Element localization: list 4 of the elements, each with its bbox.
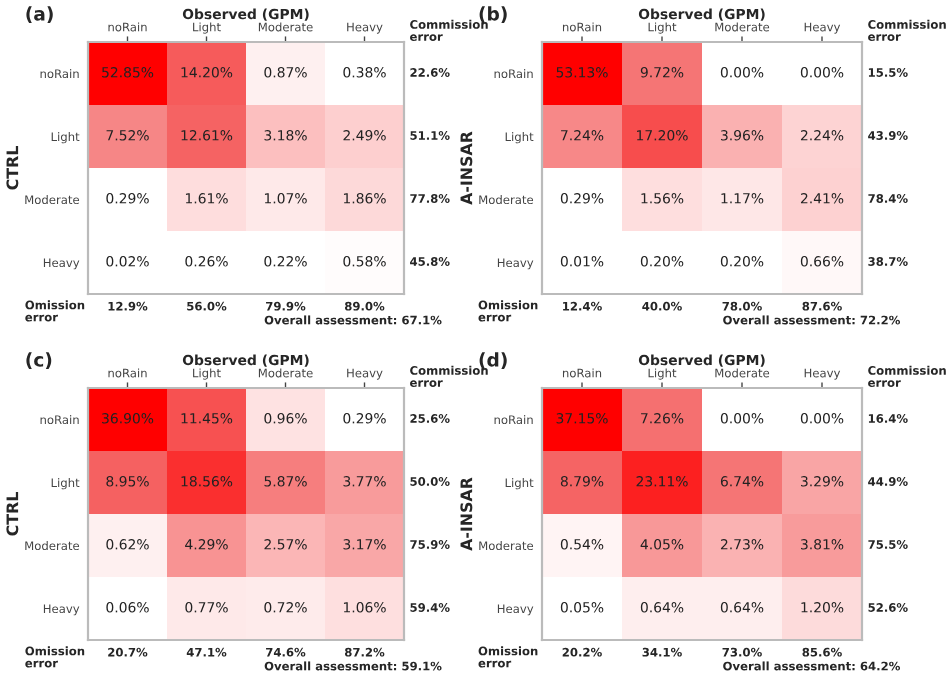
chart-title: (a)	[26, 6, 53, 23]
chart-title: (c)	[26, 352, 52, 369]
chart-title: (d)	[479, 352, 507, 369]
chart-title: (b)	[479, 6, 507, 23]
